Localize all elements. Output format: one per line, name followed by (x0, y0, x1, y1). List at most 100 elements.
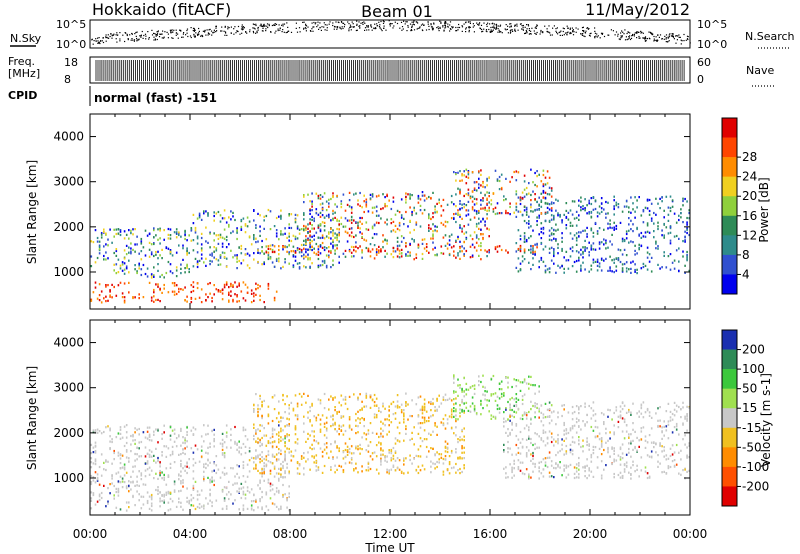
nsky-point (584, 32, 587, 34)
range-cell (338, 449, 340, 453)
range-cell (642, 265, 645, 269)
range-cell (534, 243, 536, 246)
range-cell (286, 245, 288, 249)
nsky-point (373, 27, 375, 29)
range-cell (115, 254, 118, 257)
range-cell (421, 422, 424, 425)
range-cell (605, 216, 607, 219)
nsky-point (687, 36, 689, 38)
range-cell (625, 205, 628, 208)
range-cell (282, 416, 284, 419)
range-cell (563, 271, 565, 274)
range-cell (598, 212, 601, 215)
range-cell (373, 224, 376, 227)
range-cell (288, 235, 290, 238)
range-cell (357, 247, 359, 250)
range-cell (355, 412, 357, 416)
range-cell (657, 245, 659, 248)
nsky-point (353, 26, 355, 28)
range-cell (336, 233, 338, 236)
range-cell (194, 226, 197, 230)
nsky-point (224, 26, 226, 28)
range-cell (138, 427, 140, 431)
range-cell (373, 451, 376, 454)
range-cell (140, 268, 143, 271)
range-cell (544, 176, 547, 179)
range-cell (278, 479, 280, 482)
range-cell (463, 203, 465, 206)
range-cell (107, 502, 109, 505)
range-cell (465, 182, 468, 185)
range-cell (261, 417, 263, 420)
range-cell (361, 216, 363, 220)
nsky-point (352, 23, 354, 25)
range-cell (109, 289, 111, 292)
nsky-point (577, 28, 579, 30)
range-cell (530, 199, 532, 202)
nsky-point (433, 22, 435, 24)
range-cell (436, 425, 438, 428)
range-cell (255, 440, 257, 443)
range-cell (273, 475, 276, 478)
range-cell (278, 489, 280, 492)
range-cell (298, 251, 301, 254)
nsky-point (411, 26, 413, 28)
range-cell (157, 492, 159, 495)
range-cell (207, 446, 209, 449)
nsky-point (519, 23, 522, 25)
range-cell (286, 395, 288, 398)
nsky-point (380, 28, 382, 30)
range-cell (282, 493, 284, 497)
range-cell (236, 231, 238, 234)
range-cell (309, 265, 311, 268)
range-cell (405, 242, 407, 245)
range-cell (196, 448, 199, 451)
nsky-point (115, 38, 117, 40)
range-cell (600, 257, 603, 260)
range-cell (550, 259, 553, 262)
range-cell (371, 225, 374, 228)
range-cell (144, 469, 147, 472)
nsky-point (167, 37, 169, 39)
nsky-point (549, 32, 551, 34)
range-cell (544, 196, 547, 199)
range-cell (163, 493, 165, 496)
range-cell (282, 429, 284, 432)
range-cell (103, 468, 105, 471)
range-cell (436, 408, 438, 411)
range-cell (305, 440, 307, 443)
range-cell (309, 222, 311, 225)
range-cell (340, 200, 343, 203)
range-cell (215, 464, 218, 467)
range-cell (294, 221, 297, 224)
range-cell (440, 245, 443, 248)
range-cell (419, 408, 422, 411)
range-cell (188, 234, 190, 237)
range-cell (209, 492, 211, 496)
range-cell (415, 221, 418, 224)
range-cell (309, 230, 311, 233)
nsky-point (279, 27, 281, 29)
nsky-point (617, 33, 619, 35)
nsky-point (242, 28, 244, 30)
range-cell (578, 199, 580, 202)
range-cell (415, 403, 418, 406)
range-cell (663, 216, 665, 219)
range-cell (405, 245, 407, 248)
range-cell (446, 442, 449, 445)
range-cell (267, 413, 270, 416)
nsky-point (571, 27, 573, 29)
range-cell (192, 249, 195, 252)
range-cell (161, 273, 163, 277)
range-cell (184, 465, 186, 468)
range-cell (123, 444, 126, 448)
range-cell (257, 506, 259, 509)
range-cell (282, 495, 284, 498)
range-cell (278, 472, 280, 475)
range-cell (273, 440, 276, 443)
range-cell (278, 458, 280, 461)
nsky-point (304, 27, 307, 29)
range-cell (509, 205, 511, 209)
